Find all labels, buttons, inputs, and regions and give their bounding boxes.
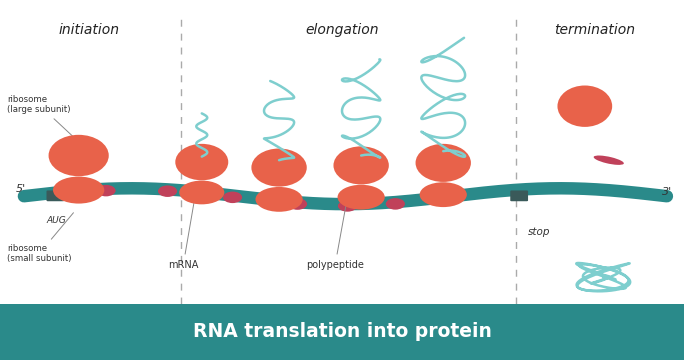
FancyBboxPatch shape xyxy=(510,190,528,201)
Ellipse shape xyxy=(557,85,612,127)
Ellipse shape xyxy=(430,194,449,205)
Ellipse shape xyxy=(179,181,224,204)
Bar xyxy=(0,304,684,360)
Ellipse shape xyxy=(252,149,306,186)
Text: AUG: AUG xyxy=(47,216,66,225)
Ellipse shape xyxy=(223,192,242,203)
Ellipse shape xyxy=(338,200,357,212)
Ellipse shape xyxy=(175,144,228,180)
Text: ribosome
(small subunit): ribosome (small subunit) xyxy=(7,213,73,264)
Ellipse shape xyxy=(288,198,307,210)
Ellipse shape xyxy=(49,135,109,176)
FancyBboxPatch shape xyxy=(47,190,64,201)
Ellipse shape xyxy=(416,144,471,182)
Text: termination: termination xyxy=(555,23,635,37)
Text: RNA translation into protein: RNA translation into protein xyxy=(193,323,491,341)
Ellipse shape xyxy=(96,185,116,196)
Text: 3': 3' xyxy=(662,186,672,197)
Ellipse shape xyxy=(594,156,624,165)
Ellipse shape xyxy=(386,198,405,210)
Text: polypeptide: polypeptide xyxy=(306,200,364,270)
Text: initiation: initiation xyxy=(58,23,120,37)
Ellipse shape xyxy=(334,147,389,184)
Text: stop: stop xyxy=(528,227,551,237)
Ellipse shape xyxy=(158,185,177,197)
Text: mRNA: mRNA xyxy=(168,200,198,270)
Ellipse shape xyxy=(53,177,104,204)
Ellipse shape xyxy=(338,185,384,210)
Text: 5': 5' xyxy=(16,184,26,194)
Text: ribosome
(large subunit): ribosome (large subunit) xyxy=(7,95,73,137)
Text: elongation: elongation xyxy=(305,23,379,37)
Ellipse shape xyxy=(419,182,466,207)
Ellipse shape xyxy=(255,187,303,212)
